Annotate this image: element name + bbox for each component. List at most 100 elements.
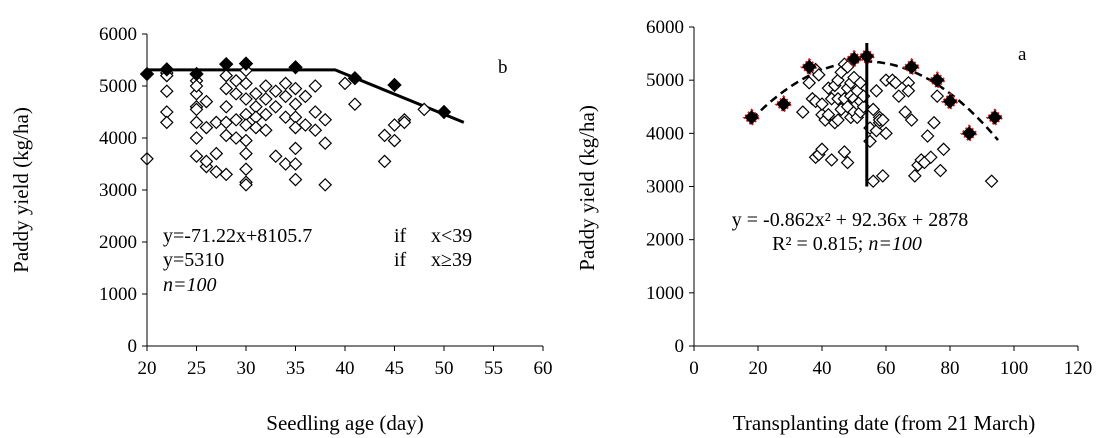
highlight-accent (902, 57, 921, 76)
data-point (318, 112, 333, 127)
data-point (298, 89, 313, 104)
y-tick-label: 4000 (646, 123, 684, 144)
highlighted-point (961, 126, 977, 141)
chart-a-x-ticks: 0 20 40 60 80 100 120 (689, 346, 1092, 379)
chart-a-y-ticks: 0 1000 2000 3000 4000 5000 6000 (646, 17, 694, 357)
data-point (199, 94, 214, 109)
data-point (831, 113, 845, 127)
x-tick-label: 80 (941, 358, 960, 379)
highlighted-point (238, 56, 254, 71)
data-point (189, 102, 204, 117)
highlighted-point (942, 94, 958, 109)
highlighted-point (987, 110, 1003, 125)
y-tick-label: 2000 (99, 232, 137, 253)
x-tick-label: 45 (385, 358, 404, 379)
data-point (249, 86, 263, 101)
chart-a-r2-and-n: R² = 0.815; n=100 (772, 233, 922, 255)
y-tick-label: 5000 (99, 76, 137, 97)
y-tick-label: 3000 (646, 177, 684, 198)
data-point (866, 174, 881, 189)
data-point (268, 149, 283, 164)
data-point (879, 126, 893, 141)
data-point (338, 76, 352, 91)
highlighted-point (159, 62, 175, 77)
data-point (239, 133, 253, 148)
data-point (209, 115, 224, 130)
highlighted-point (347, 70, 363, 86)
highlighted-point (387, 77, 402, 93)
data-point (821, 107, 836, 122)
data-point (239, 177, 253, 192)
x-tick-label: 60 (534, 358, 553, 379)
data-point (209, 146, 224, 161)
data-point (189, 131, 204, 145)
x-tick-label: 50 (435, 358, 454, 379)
data-point (840, 155, 855, 170)
data-point (249, 120, 263, 135)
x-tick-label: 20 (749, 358, 768, 379)
highlighted-point (189, 66, 204, 82)
highlight-accent (800, 57, 819, 76)
y-tick-label: 6000 (646, 17, 684, 38)
data-point (258, 123, 273, 138)
y-tick-label: 1000 (99, 284, 137, 305)
data-point (239, 118, 253, 132)
fit-line (147, 68, 465, 124)
y-tick-label: 3000 (99, 180, 137, 201)
data-point (258, 92, 273, 106)
data-point (268, 99, 283, 114)
data-point (933, 163, 948, 178)
data-point (288, 120, 303, 135)
data-point (984, 174, 999, 189)
highlight-accent (844, 49, 864, 68)
chart-b-x-axis-label: Seedling age (day) (266, 411, 423, 435)
x-tick-label: 0 (689, 358, 699, 379)
data-point (288, 157, 303, 171)
data-point (875, 113, 890, 127)
data-point (219, 99, 234, 114)
chart-b-panel-label: b (498, 57, 508, 78)
data-point (901, 83, 916, 98)
data-point (397, 115, 412, 130)
chart-b-seedling-age: 0 1000 2000 3000 4000 5000 6000 20 25 30 35 40 45 50… (9, 24, 553, 435)
x-tick-label: 100 (1000, 358, 1029, 379)
chart-b-equation-1: y=-71.22x+8105.7 (163, 225, 312, 247)
chart-b-condition-1: x<39 (431, 225, 472, 247)
highlighted-point (776, 96, 791, 112)
data-point (318, 136, 333, 151)
chart-a-n-label: n=100 (868, 233, 922, 255)
data-point (219, 81, 234, 96)
data-point (189, 149, 204, 164)
data-point (387, 133, 402, 148)
data-point (811, 68, 826, 82)
data-point (824, 153, 839, 167)
data-point (258, 79, 273, 93)
chart-a-panel-label: a (1018, 44, 1027, 65)
x-tick-label: 40 (813, 358, 832, 379)
fit-curve (750, 60, 999, 141)
chart-b-equation-2: y=5310 (163, 249, 224, 271)
data-point (888, 75, 903, 90)
chart-b-n-label: n=100 (163, 274, 217, 296)
data-point (837, 145, 852, 159)
data-point (308, 79, 323, 93)
data-point (904, 113, 919, 127)
data-point (308, 123, 323, 138)
y-tick-label: 6000 (99, 24, 137, 45)
data-point (239, 92, 253, 106)
highlight-accent (742, 108, 761, 127)
data-point (199, 154, 214, 169)
data-point (229, 86, 243, 101)
highlight-accent (960, 124, 979, 143)
chart-b-marks (139, 56, 465, 192)
chart-b-y-ticks: 0 1000 2000 3000 4000 5000 6000 (99, 24, 147, 357)
data-point (239, 162, 253, 177)
chart-b-condition-1-if: if (394, 225, 407, 247)
highlight-accent (940, 92, 960, 111)
y-tick-label: 1000 (646, 283, 684, 304)
data-point (815, 142, 829, 157)
chart-a-transplanting-date: 0 1000 2000 3000 4000 5000 6000 0 20 40 60 80 100 12… (575, 17, 1092, 435)
data-point (795, 105, 810, 119)
data-point (875, 169, 890, 183)
